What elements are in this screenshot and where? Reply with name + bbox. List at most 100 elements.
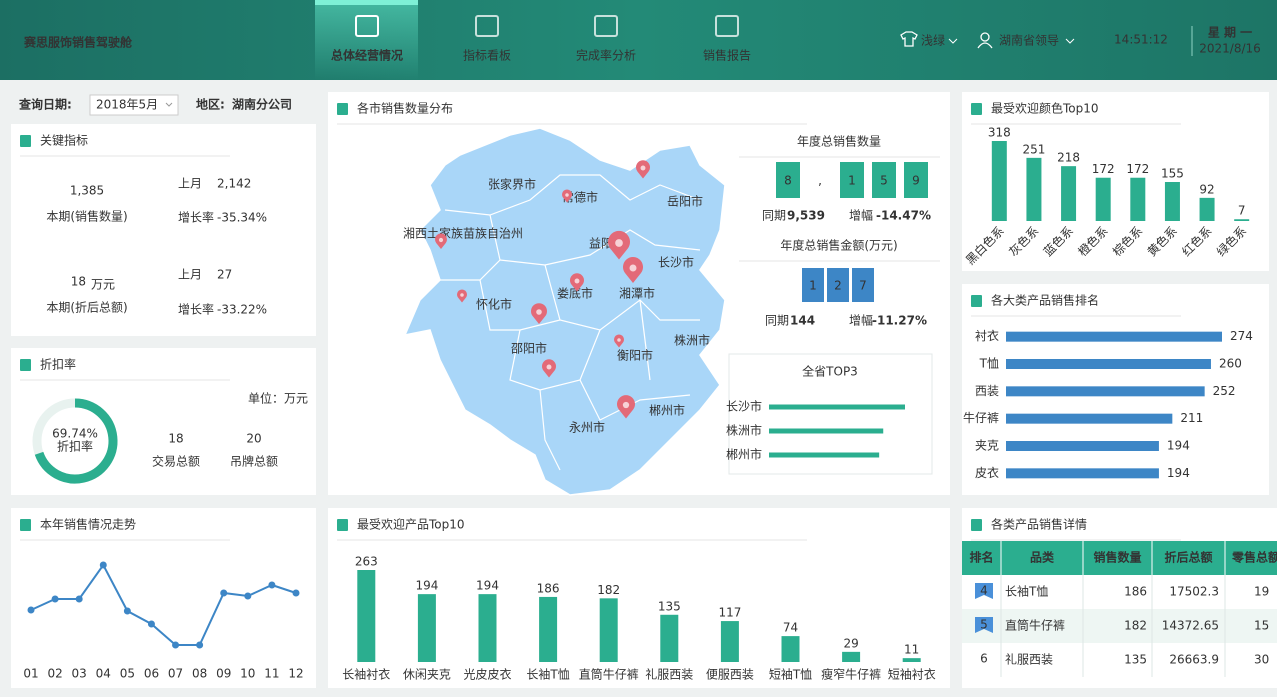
point — [51, 595, 59, 603]
caret — [165, 102, 173, 107]
x-tick-label: 01 — [23, 667, 38, 681]
bar — [842, 651, 861, 662]
data-label: 318 — [988, 126, 1011, 140]
data-label: 263 — [355, 555, 378, 569]
nav-icon — [594, 15, 618, 37]
theme-switch[interactable]: 浅绿 — [921, 33, 945, 48]
x-tick-label: 休闲夹克 — [403, 668, 451, 682]
city-label: 衡阳市 — [617, 348, 653, 363]
y-tick-label: 皮衣 — [975, 465, 999, 480]
point — [292, 589, 300, 597]
x-tick-label: 长袖衬衣 — [342, 667, 390, 682]
bar — [769, 428, 884, 434]
nav-item[interactable]: 指标看板 — [463, 48, 511, 63]
data-label: 182 — [597, 583, 620, 597]
kpi-prev-label: 上月 — [178, 177, 202, 191]
table-cell: 17502.3 — [1169, 585, 1219, 599]
city-border — [639, 299, 651, 381]
data-label: 260 — [1219, 357, 1242, 371]
digit-tile — [840, 162, 864, 198]
nav-icon — [355, 15, 379, 37]
bar — [1026, 157, 1042, 221]
data-label: 92 — [1199, 182, 1214, 196]
bar — [769, 452, 880, 458]
x-tick-label: 09 — [216, 667, 231, 681]
bar — [769, 404, 905, 410]
bar — [1234, 219, 1250, 221]
data-label: 186 — [537, 581, 560, 595]
stat-label: 交易总额 — [152, 454, 200, 469]
chart-title: 全省TOP3 — [802, 364, 858, 379]
nav-item[interactable]: 销售报告 — [703, 48, 751, 63]
map-pin-dot — [629, 264, 637, 272]
kpi-label: 本期(销售数量) — [46, 209, 127, 224]
point — [147, 620, 155, 628]
data-label: 194 — [1167, 466, 1190, 480]
data-label: 29 — [843, 636, 858, 650]
bar — [1006, 413, 1173, 424]
user-icon — [980, 32, 990, 42]
bar — [1199, 197, 1215, 221]
map-pin-dot — [460, 293, 464, 297]
theme-icon — [900, 31, 918, 47]
data-label: 274 — [1230, 329, 1253, 343]
bar — [1006, 331, 1222, 342]
city-label: 长沙市 — [658, 255, 694, 270]
panel-icon — [971, 295, 982, 307]
date-select[interactable] — [89, 94, 179, 116]
app-title: 赛思服饰销售驾驶舱 — [23, 35, 133, 50]
panel-icon — [337, 519, 348, 531]
map-pin-dot — [617, 338, 621, 342]
panel-title: 本年销售情况走势 — [40, 517, 136, 532]
city-border — [544, 264, 700, 331]
panel — [962, 92, 1269, 271]
kpi-prev: 27 — [217, 268, 232, 282]
data-label: 252 — [1213, 384, 1236, 398]
digit: 2 — [834, 279, 842, 293]
city-label: 张家界市 — [488, 177, 536, 192]
bar — [660, 614, 679, 662]
panel-icon — [20, 359, 31, 371]
data-label: 11 — [904, 643, 919, 657]
user-menu[interactable]: 湖南省领导 — [999, 33, 1059, 48]
small-value: 9,539 — [787, 209, 825, 223]
map-pin-dot — [574, 278, 580, 284]
data-label: 7 — [1238, 204, 1246, 218]
panel — [11, 124, 316, 336]
city-label: 株洲市 — [674, 333, 710, 348]
nav-item[interactable]: 总体经营情况 — [331, 48, 403, 63]
kpi-prev: 2,142 — [217, 177, 251, 191]
user-icon-body — [977, 42, 993, 49]
city-label: 郴州市 — [649, 403, 685, 418]
table-header-cell: 销售数量 — [1093, 550, 1141, 565]
y-tick-label: 牛仔裤 — [963, 410, 999, 425]
digit: , — [818, 174, 822, 188]
bar — [720, 621, 739, 662]
digit: 7 — [859, 279, 867, 293]
y-tick-label: 郴州市 — [726, 447, 762, 462]
x-tick-label: 长袖T恤 — [526, 667, 569, 682]
x-tick-label: 06 — [144, 667, 159, 681]
clock: 14:51:12 — [1114, 33, 1168, 47]
city-border — [440, 214, 501, 281]
digit: 5 — [880, 174, 888, 188]
data-label: 172 — [1092, 162, 1115, 176]
filter-label: 查询日期: — [18, 97, 72, 112]
city-label: 岳阳市 — [667, 194, 703, 209]
digit-tile — [827, 268, 849, 302]
table-header-cell: 品类 — [1030, 550, 1055, 565]
table-cell: 30 — [1254, 653, 1269, 667]
data-label: 172 — [1126, 162, 1149, 176]
table-header-cell: 零售总额 — [1231, 550, 1277, 565]
digit: 1 — [848, 174, 856, 188]
panel — [11, 348, 316, 495]
x-tick-label: 04 — [96, 667, 111, 681]
kpi-value: 1,385 — [70, 184, 104, 198]
nav-item[interactable]: 完成率分析 — [576, 48, 636, 63]
header-bar — [0, 0, 1277, 80]
stat-title: 年度总销售金额(万元) — [780, 238, 897, 253]
data-label: 135 — [658, 599, 681, 613]
table-cell: 182 — [1124, 619, 1147, 633]
y-tick-label: 衬衣 — [975, 328, 999, 343]
